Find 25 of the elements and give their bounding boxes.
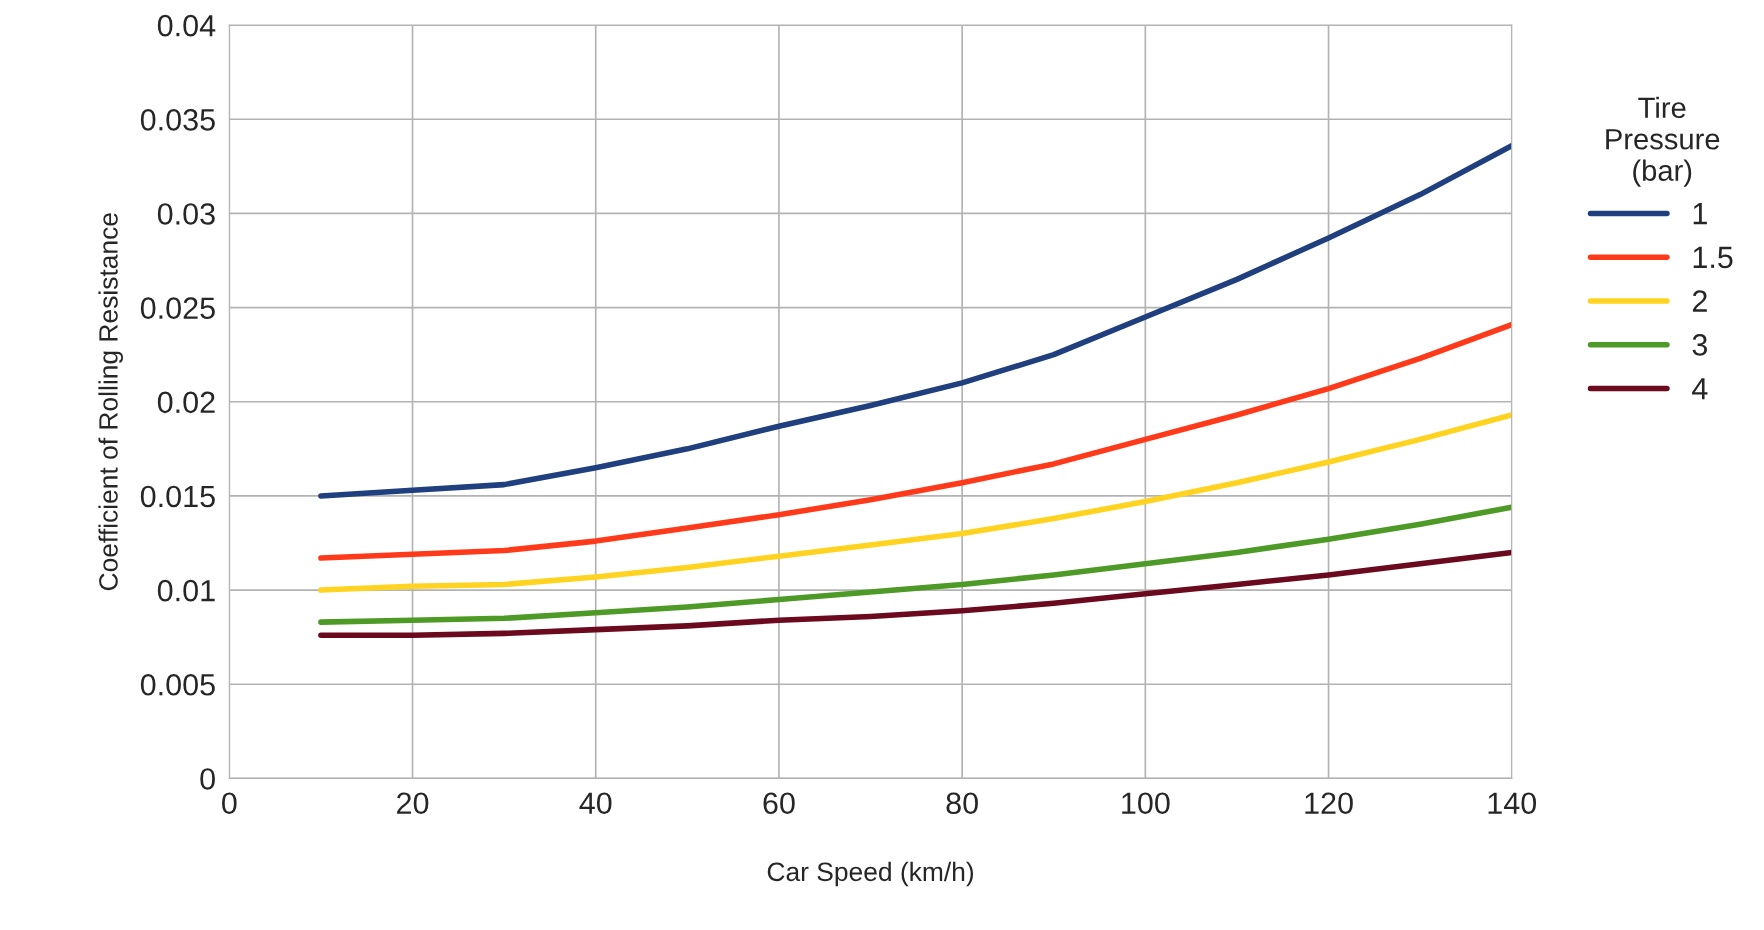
x-tick-label: 100 bbox=[1122, 792, 1170, 815]
legend-label: 1 bbox=[1693, 203, 1707, 225]
legend-label: 2 bbox=[1692, 290, 1707, 312]
y-tick-label: 0.01 bbox=[157, 579, 215, 602]
y-tick-label: 0.03 bbox=[157, 203, 215, 225]
legend-label: 1.5 bbox=[1693, 246, 1733, 269]
y-tick-label: 0.005 bbox=[140, 673, 215, 696]
x-axis-title: Car Speed (km/h) bbox=[767, 861, 974, 887]
x-tick-label: 0 bbox=[222, 792, 237, 815]
legend-label: 4 bbox=[1692, 378, 1708, 400]
y-tick-label: 0 bbox=[200, 768, 215, 790]
legend-title: Tire Pressure (bar) bbox=[1606, 96, 1720, 187]
x-tick-label: 80 bbox=[946, 792, 978, 815]
legend-label: 3 bbox=[1692, 334, 1708, 356]
x-tick-label: 140 bbox=[1488, 792, 1537, 815]
x-tick-label: 20 bbox=[397, 792, 429, 815]
y-axis-title: Coefficient of Rolling Resistance bbox=[98, 213, 123, 591]
y-tick-label: 0.035 bbox=[140, 109, 215, 131]
y-tick-label: 0.025 bbox=[140, 297, 215, 319]
y-tick-label: 0.015 bbox=[140, 485, 215, 508]
x-tick-label: 60 bbox=[763, 792, 795, 815]
x-tick-label: 40 bbox=[579, 792, 612, 815]
x-tick-label: 120 bbox=[1305, 792, 1353, 815]
y-tick-label: 0.02 bbox=[157, 391, 215, 414]
y-tick-label: 0.04 bbox=[157, 14, 216, 37]
